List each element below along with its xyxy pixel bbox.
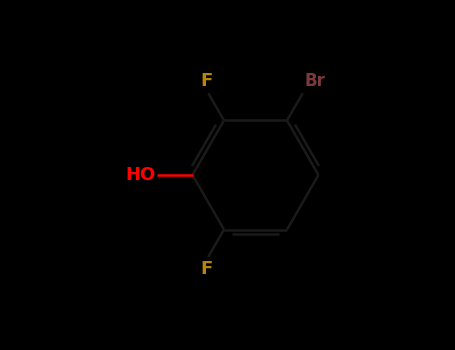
- Text: F: F: [200, 72, 212, 90]
- Text: Br: Br: [304, 72, 325, 90]
- Text: F: F: [200, 260, 212, 278]
- Text: HO: HO: [126, 166, 156, 184]
